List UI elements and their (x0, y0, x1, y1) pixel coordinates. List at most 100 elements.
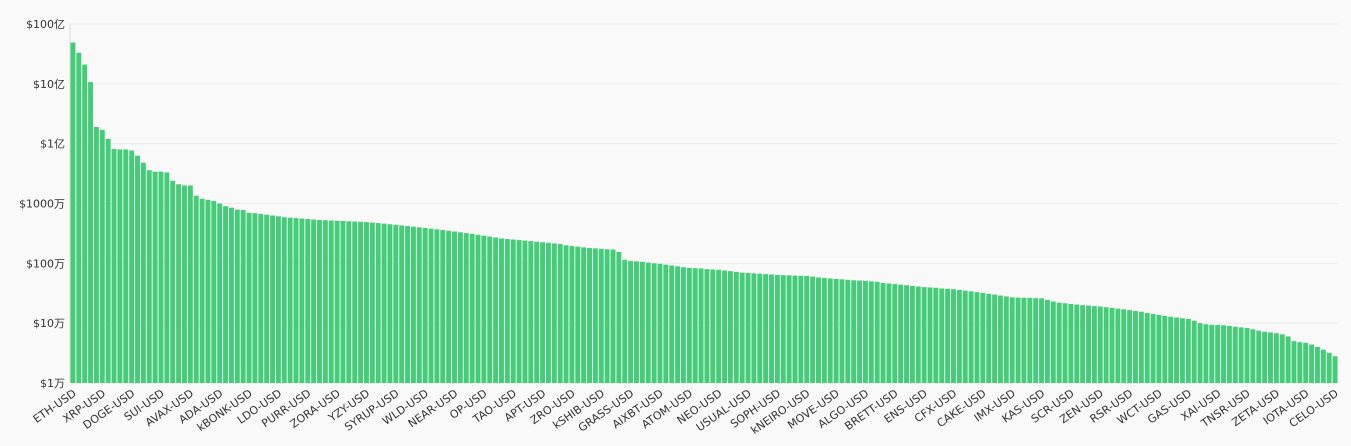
bar (892, 284, 898, 383)
bar (587, 248, 592, 383)
bar (1238, 327, 1244, 383)
bar (469, 233, 475, 383)
bar (745, 272, 751, 383)
bar (76, 52, 82, 384)
bar (1115, 308, 1121, 383)
bar (1162, 315, 1168, 383)
bar (534, 241, 540, 383)
bar (945, 288, 951, 383)
bar (1150, 314, 1156, 383)
bar (915, 286, 921, 383)
bar (493, 237, 499, 383)
bar (487, 236, 493, 383)
bar (287, 217, 293, 383)
bar (704, 269, 710, 383)
bar (780, 275, 786, 383)
bar (264, 214, 270, 383)
bar (833, 278, 839, 383)
bar (140, 162, 146, 383)
bar (1086, 305, 1091, 383)
bar (827, 278, 833, 383)
bar (1250, 329, 1256, 383)
bar (992, 294, 998, 383)
bar (1168, 316, 1174, 383)
bar (1021, 297, 1027, 383)
bar (375, 223, 381, 383)
bar (211, 201, 217, 383)
bar (874, 281, 880, 383)
bar (710, 269, 716, 383)
y-tick-label: $10万 (33, 317, 65, 330)
bar (1174, 317, 1180, 383)
bar (1314, 346, 1320, 383)
bar (763, 274, 769, 383)
bar (1103, 307, 1109, 383)
bar (692, 268, 698, 383)
bar (816, 277, 821, 383)
bar (657, 263, 663, 383)
bar (1156, 314, 1162, 383)
bar (399, 225, 405, 383)
bar (434, 229, 440, 383)
bar (1232, 326, 1238, 383)
bar (980, 292, 986, 383)
bar (1320, 349, 1326, 383)
y-tick-label: $1万 (40, 377, 65, 390)
bar (193, 195, 199, 383)
bar (504, 239, 510, 383)
bar (569, 245, 575, 383)
bar (152, 171, 158, 383)
bar (622, 259, 628, 383)
bar (581, 247, 587, 383)
bar (786, 275, 792, 383)
bar (1256, 330, 1262, 383)
bar (1203, 324, 1209, 383)
bar (663, 264, 669, 383)
bar (246, 212, 252, 383)
bar (545, 242, 551, 383)
bar (311, 219, 317, 383)
bar (610, 249, 616, 383)
bar (305, 219, 311, 383)
bar (1009, 297, 1015, 383)
bar (164, 172, 170, 383)
bar (1074, 304, 1080, 383)
bar (1303, 342, 1309, 383)
bar (1097, 306, 1103, 383)
bar (616, 251, 622, 383)
bar (328, 220, 334, 383)
bar (997, 295, 1003, 383)
y-tick-label: $100亿 (26, 18, 65, 31)
bar (651, 263, 657, 383)
bar (1091, 306, 1097, 383)
bar (1068, 303, 1074, 383)
bar (862, 280, 868, 383)
bar (1179, 318, 1185, 383)
bar (93, 126, 99, 383)
bar (270, 215, 275, 383)
bar (551, 243, 557, 383)
bar (769, 274, 774, 383)
bar (528, 241, 534, 383)
bar (452, 231, 457, 383)
bar (904, 285, 909, 383)
bar (240, 209, 246, 383)
bar (463, 233, 469, 383)
bar (440, 230, 446, 383)
bar (170, 180, 176, 383)
y-tick-label: $1亿 (40, 138, 65, 151)
bar (446, 230, 452, 383)
bar (680, 267, 686, 383)
bar (968, 291, 974, 383)
bar (428, 228, 434, 383)
bar (369, 222, 375, 383)
bar (839, 279, 845, 383)
bar (857, 280, 863, 383)
bar (962, 290, 968, 383)
bar (804, 275, 810, 383)
bar (358, 221, 364, 383)
bar (851, 280, 857, 383)
bar (82, 64, 88, 383)
bar (393, 224, 399, 383)
